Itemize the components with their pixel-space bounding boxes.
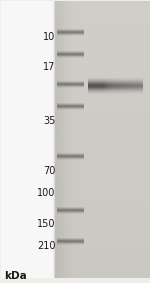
Text: 70: 70 (43, 166, 56, 176)
Text: 100: 100 (37, 188, 56, 198)
Text: 10: 10 (44, 32, 56, 42)
Text: kDa: kDa (4, 271, 26, 281)
Text: 35: 35 (43, 116, 56, 126)
Text: 17: 17 (43, 62, 56, 72)
Text: 210: 210 (37, 241, 56, 251)
Text: 150: 150 (37, 219, 56, 229)
